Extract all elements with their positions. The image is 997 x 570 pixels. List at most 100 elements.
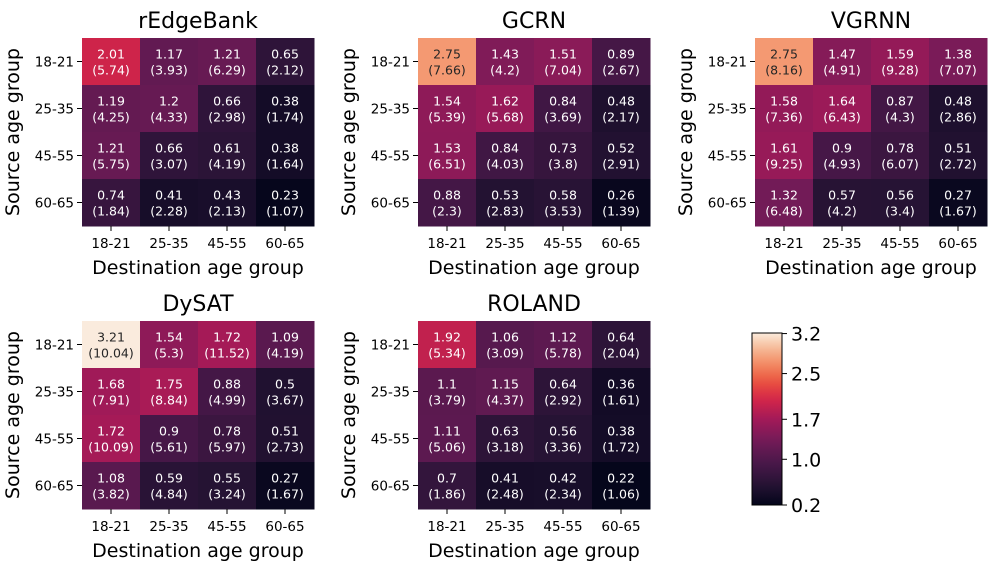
cell-value-label: 0.66 xyxy=(213,94,241,109)
cell-value-label: 1.09 xyxy=(271,330,299,345)
heatmap-cell xyxy=(871,38,930,86)
cell-secondary-label: (10.04) xyxy=(88,346,134,361)
cell-secondary-label: (4.25) xyxy=(92,110,130,125)
x-tick-label: 45-55 xyxy=(207,519,246,535)
heatmap-cell xyxy=(140,321,199,369)
cell-secondary-label: (3.82) xyxy=(92,487,130,502)
cell-secondary-label: (4.2) xyxy=(490,63,520,78)
cell-secondary-label: (2.98) xyxy=(208,110,246,125)
heatmap-cell xyxy=(256,132,315,180)
cell-secondary-label: (8.84) xyxy=(150,393,188,408)
heatmap-cell xyxy=(534,132,593,180)
x-tick-label: 45-55 xyxy=(207,236,246,252)
cell-secondary-label: (3.67) xyxy=(266,393,304,408)
cell-value-label: 2.75 xyxy=(770,47,798,62)
cell-secondary-label: (1.67) xyxy=(939,204,977,219)
x-tick-label: 60-65 xyxy=(265,519,304,535)
heatmap-cell xyxy=(140,415,199,463)
cell-value-label: 1.53 xyxy=(433,141,461,156)
heatmap-cell xyxy=(476,321,535,369)
y-tick-label: 60-65 xyxy=(708,196,747,212)
cell-value-label: 1.12 xyxy=(549,330,577,345)
x-tick-label: 60-65 xyxy=(601,236,640,252)
cell-value-label: 0.88 xyxy=(433,188,461,203)
cell-secondary-label: (4.19) xyxy=(266,346,304,361)
cell-secondary-label: (7.04) xyxy=(544,63,582,78)
cell-secondary-label: (2.17) xyxy=(602,110,640,125)
cell-secondary-label: (1.67) xyxy=(266,487,304,502)
y-tick-label: 18-21 xyxy=(35,55,74,71)
cell-value-label: 0.48 xyxy=(944,94,972,109)
cell-secondary-label: (4.33) xyxy=(150,110,188,125)
heatmap-cell xyxy=(418,85,477,133)
heatmap-cell xyxy=(592,179,651,227)
cell-value-label: 1.17 xyxy=(155,47,183,62)
cell-value-label: 1.62 xyxy=(491,94,519,109)
y-tick-label: 18-21 xyxy=(371,338,410,354)
cell-value-label: 0.84 xyxy=(549,94,577,109)
cell-value-label: 0.57 xyxy=(828,188,856,203)
cell-value-label: 0.22 xyxy=(607,471,635,486)
x-axis-label: Destination age group xyxy=(92,257,304,279)
heatmap-cell xyxy=(871,85,930,133)
heatmap-cell xyxy=(256,321,315,369)
heatmap-cell xyxy=(929,38,988,86)
heatmap-cell xyxy=(534,321,593,369)
heatmap-panel-dysat: DySAT3.21(10.04)1.54(5.3)1.72(11.52)1.09… xyxy=(2,292,315,562)
colorbar-tick-label: 0.2 xyxy=(791,495,821,517)
x-axis-label: Destination age group xyxy=(428,540,640,562)
heatmap-cell xyxy=(534,415,593,463)
x-tick-label: 18-21 xyxy=(91,236,130,252)
cell-value-label: 1.51 xyxy=(549,47,577,62)
heatmap-cell xyxy=(476,368,535,416)
cell-value-label: 0.88 xyxy=(213,377,241,392)
cell-value-label: 2.75 xyxy=(433,47,461,62)
cell-secondary-label: (10.09) xyxy=(88,440,134,455)
cell-value-label: 0.41 xyxy=(491,471,519,486)
cell-secondary-label: (4.37) xyxy=(486,393,524,408)
cell-value-label: 0.89 xyxy=(607,47,635,62)
cell-value-label: 1.72 xyxy=(97,424,125,439)
heatmap-cell xyxy=(82,85,141,133)
cell-secondary-label: (1.06) xyxy=(602,487,640,502)
y-tick-label: 25-35 xyxy=(35,385,74,401)
cell-value-label: 0.64 xyxy=(607,330,635,345)
cell-value-label: 0.56 xyxy=(549,424,577,439)
cell-secondary-label: (2.28) xyxy=(150,204,188,219)
cell-secondary-label: (6.07) xyxy=(881,157,919,172)
cell-secondary-label: (2.67) xyxy=(602,63,640,78)
cell-value-label: 1.54 xyxy=(433,94,461,109)
heatmap-cell xyxy=(198,462,257,510)
cell-value-label: 0.26 xyxy=(607,188,635,203)
cell-secondary-label: (6.29) xyxy=(208,63,246,78)
heatmap-cell xyxy=(534,368,593,416)
heatmap-cell xyxy=(140,132,199,180)
heatmap-cell xyxy=(813,132,872,180)
x-tick-label: 25-35 xyxy=(149,519,188,535)
heatmap-cell xyxy=(256,179,315,227)
cell-secondary-label: (1.39) xyxy=(602,204,640,219)
y-tick-label: 18-21 xyxy=(708,55,747,71)
cell-secondary-label: (9.25) xyxy=(765,157,803,172)
heatmap-cell xyxy=(476,179,535,227)
heatmap-cell xyxy=(198,368,257,416)
cell-secondary-label: (4.19) xyxy=(208,157,246,172)
cell-secondary-label: (5.34) xyxy=(428,346,466,361)
cell-value-label: 0.78 xyxy=(886,141,914,156)
panel-title: rEdgeBank xyxy=(138,9,258,34)
cell-secondary-label: (9.28) xyxy=(881,63,919,78)
colorbar-tick-label: 2.5 xyxy=(791,364,821,386)
heatmap-cell xyxy=(755,132,814,180)
y-axis-label: Source age group xyxy=(675,48,697,216)
cell-secondary-label: (4.3) xyxy=(885,110,915,125)
x-tick-label: 25-35 xyxy=(485,236,524,252)
heatmap-cell xyxy=(534,179,593,227)
heatmap-cell xyxy=(418,462,477,510)
cell-value-label: 0.58 xyxy=(549,188,577,203)
heatmap-cell xyxy=(198,85,257,133)
heatmap-cell xyxy=(592,368,651,416)
heatmap-cell xyxy=(929,85,988,133)
cell-value-label: 1.08 xyxy=(97,471,125,486)
heatmap-cell xyxy=(592,321,651,369)
heatmap-cell xyxy=(534,85,593,133)
